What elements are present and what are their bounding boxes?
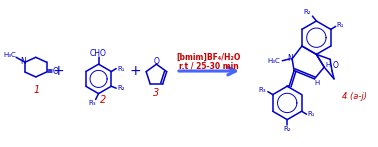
Text: R₂: R₂ [117, 85, 125, 91]
Text: R₁: R₁ [337, 22, 344, 28]
Text: R₂: R₂ [284, 126, 291, 132]
Text: H₃C: H₃C [267, 58, 280, 64]
Text: CHO: CHO [90, 49, 107, 58]
Text: r.t / 25-30 min: r.t / 25-30 min [179, 62, 239, 71]
Text: R₂: R₂ [304, 9, 311, 15]
Text: R₃: R₃ [88, 100, 95, 106]
Text: 4 (a-j): 4 (a-j) [342, 92, 367, 101]
Text: H₃C: H₃C [3, 52, 15, 58]
Text: O: O [333, 61, 339, 70]
Text: +: + [53, 64, 64, 78]
Text: N: N [287, 54, 293, 63]
Text: +: + [129, 64, 141, 78]
Text: N: N [20, 57, 26, 66]
Text: [bmim]BF₄/H₂O: [bmim]BF₄/H₂O [177, 53, 241, 62]
Text: H: H [315, 80, 320, 86]
Text: O: O [53, 67, 58, 76]
Text: R₁: R₁ [117, 66, 125, 72]
Text: 1: 1 [34, 85, 40, 95]
Text: O: O [153, 57, 160, 66]
Text: R₃: R₃ [258, 87, 266, 93]
Text: 3: 3 [153, 88, 160, 98]
Text: R₁: R₁ [308, 111, 315, 117]
Text: H: H [325, 62, 331, 68]
Text: 2: 2 [100, 96, 107, 106]
